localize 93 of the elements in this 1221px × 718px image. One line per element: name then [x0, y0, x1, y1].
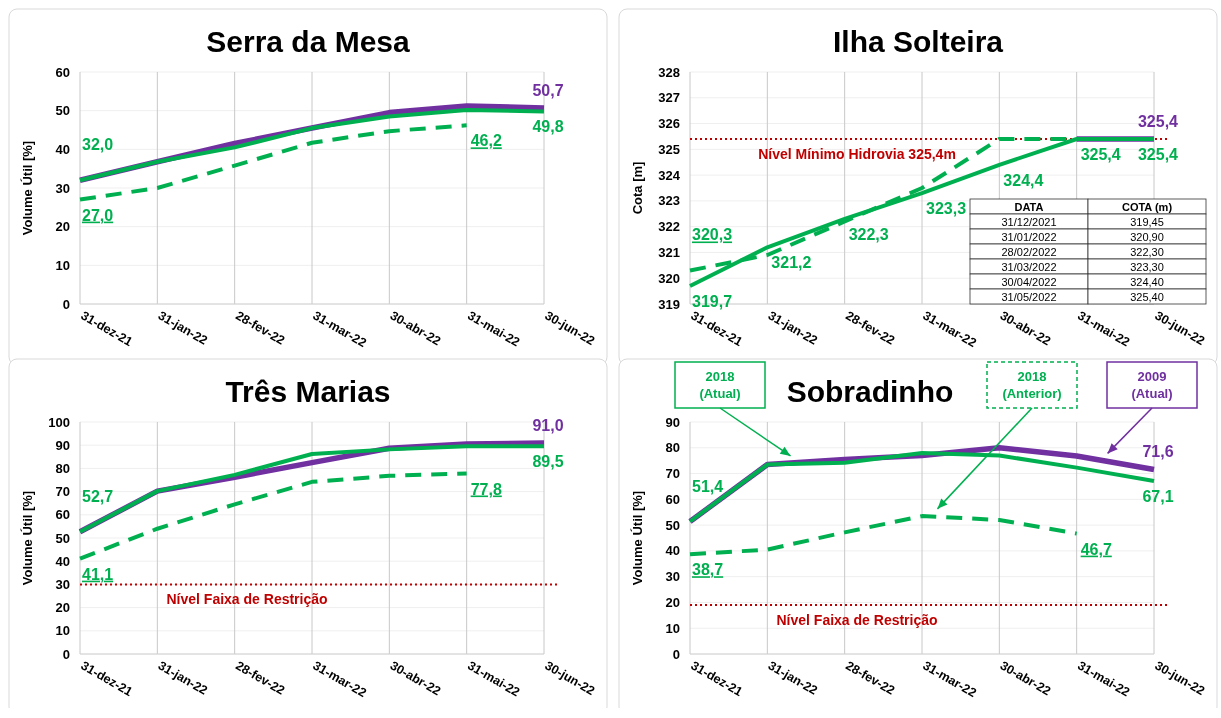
y-tick-label: 50 [55, 103, 70, 119]
chart-title: Sobradinho [786, 375, 954, 408]
annotation: 325,40 [1130, 290, 1164, 303]
y-tick-label: 322 [658, 219, 680, 235]
data-label: 46,7 [1080, 540, 1112, 558]
annotation: DATA [1014, 200, 1044, 213]
annotation: 323,30 [1130, 260, 1164, 273]
y-tick-label: 323 [658, 193, 680, 209]
data-label: 323,3 [926, 200, 967, 218]
y-tick-label: 50 [55, 530, 70, 546]
y-tick-label: 319 [658, 296, 680, 312]
y-axis-title: Volume Útil [%] [630, 490, 645, 586]
y-tick-label: 70 [55, 484, 70, 500]
annotation: COTA (m) [1121, 200, 1173, 213]
y-tick-label: 10 [55, 257, 70, 273]
y-axis-title: Volume Útil [%] [20, 490, 35, 586]
y-tick-label: 10 [55, 623, 70, 639]
chart-title: Três Marias [225, 375, 391, 408]
y-tick-label: 40 [55, 553, 70, 569]
annotation: 30/04/2022 [1001, 275, 1057, 288]
data-label: 32,0 [82, 136, 114, 154]
y-tick-label: 326 [658, 116, 680, 132]
data-label: 52,7 [82, 487, 114, 505]
y-tick-label: 60 [665, 491, 680, 507]
data-label: 322,3 [848, 225, 889, 243]
y-tick-label: 0 [62, 296, 70, 312]
y-tick-label: 0 [62, 646, 70, 662]
data-label: 49,8 [532, 118, 564, 136]
annotation: 31/05/2022 [1001, 290, 1057, 303]
data-label: 321,2 [771, 254, 812, 272]
annotation: 320,90 [1130, 230, 1164, 243]
y-tick-label: 10 [665, 620, 680, 636]
data-label: 27,0 [82, 206, 114, 224]
data-label: 38,7 [692, 561, 724, 579]
line-series [688, 514, 1079, 557]
annotation: 324,40 [1130, 275, 1164, 288]
data-label: 89,5 [532, 453, 564, 471]
y-tick-label: 60 [55, 507, 70, 523]
data-label: 325,4 [1137, 113, 1179, 131]
text: 2009 (Atual) [1131, 369, 1173, 401]
y-tick-label: 30 [55, 576, 70, 592]
data-label: 319,7 [692, 292, 733, 310]
y-tick-label: 20 [665, 594, 680, 610]
chart-title: Serra da Mesa [206, 25, 411, 58]
y-tick-label: 40 [55, 141, 70, 157]
y-axis-title: Cota [m] [630, 161, 645, 215]
line-series [78, 471, 469, 561]
y-tick-label: 321 [658, 244, 680, 260]
annotation: 31/12/2021 [1001, 215, 1057, 228]
annotation: 31/01/2022 [1001, 230, 1057, 243]
data-label: 320,3 [692, 226, 733, 244]
y-tick-label: 327 [658, 90, 680, 106]
y-tick-label: 320 [658, 270, 680, 286]
annotation: 322,30 [1130, 245, 1164, 258]
data-label: 51,4 [692, 477, 724, 495]
data-label: 91,0 [532, 416, 564, 434]
data-label: 71,6 [1142, 443, 1174, 461]
y-tick-label: 50 [665, 517, 680, 533]
data-label: 67,1 [1142, 488, 1174, 506]
y-tick-label: 328 [658, 64, 680, 80]
y-tick-label: 30 [55, 180, 70, 196]
chart-title: Ilha Solteira [832, 25, 1004, 58]
y-tick-label: 80 [665, 440, 680, 456]
y-tick-label: 30 [665, 569, 680, 585]
y-tick-label: 90 [665, 414, 680, 430]
y-tick-label: 325 [658, 141, 680, 157]
data-label: 325,4 [1137, 146, 1179, 164]
data-label: 77,8 [470, 480, 502, 498]
data-label: 50,7 [532, 81, 564, 99]
data-label: 41,1 [82, 565, 114, 583]
ref-line-label: Nível Faixa de Restrição [776, 612, 938, 629]
ref-line-label: Nível Faixa de Restrição [166, 591, 328, 608]
y-tick-label: 80 [55, 460, 70, 476]
y-tick-label: 324 [658, 167, 681, 183]
y-axis-title: Volume Útil [%] [20, 140, 35, 236]
data-label: 324,4 [1003, 171, 1044, 189]
y-tick-label: 0 [672, 646, 680, 662]
y-tick-label: 20 [55, 219, 70, 235]
text: 2018 (Atual) [699, 369, 741, 401]
text: 2018 (Anterior) [1002, 369, 1062, 401]
y-tick-label: 100 [48, 414, 70, 430]
annotation: 319,45 [1130, 215, 1164, 228]
annotation: 31/03/2022 [1001, 260, 1057, 273]
line-series [78, 123, 469, 202]
y-tick-label: 60 [55, 64, 70, 80]
ref-line-label: Nível Mínimo Hidrovia 325,4m [758, 146, 956, 163]
annotation: 28/02/2022 [1001, 245, 1057, 258]
data-label: 325,4 [1080, 146, 1121, 164]
y-tick-label: 40 [665, 543, 680, 559]
data-label: 46,2 [470, 132, 502, 150]
y-tick-label: 70 [665, 466, 680, 482]
y-tick-label: 90 [55, 437, 70, 453]
y-tick-label: 20 [55, 600, 70, 616]
